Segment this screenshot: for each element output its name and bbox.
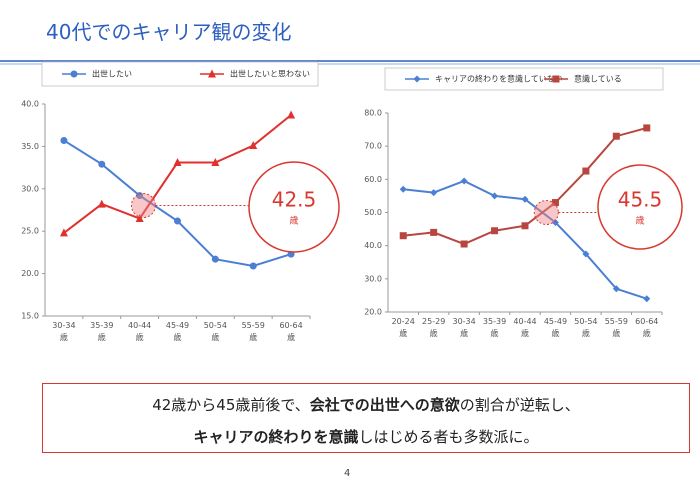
point [287,110,296,119]
point [98,160,106,168]
summary-text: の割合が逆転し、 [459,396,580,414]
x-tick-label: 35-39 歳 [90,321,114,342]
point [135,213,144,222]
y-tick-label: 15.0 [21,312,39,321]
legend-marker [70,70,78,78]
legend-marker [413,75,421,83]
point [59,228,68,237]
callout-value: 42.5 [272,188,317,212]
crossing-marker [130,193,156,219]
summary-text: キャリアの終わりを意識 [193,428,359,446]
y-tick-label: 30.0 [21,184,39,193]
point [211,158,220,167]
y-tick-label: 25.0 [21,227,39,236]
legend-box [384,67,664,91]
callout-circle [248,161,340,253]
point [551,218,559,226]
point [249,141,258,150]
point [582,250,590,258]
point [460,177,468,185]
y-tick-label: 20.0 [21,269,39,278]
summary-line: キャリアの終わりを意識しはじめる者も多数派に。 [43,426,689,448]
point [60,136,68,144]
summary-text: 会社での出世への意欲 [309,396,460,414]
legend-marker [552,75,560,83]
point [136,192,144,200]
x-tick-label: 55-59 歳 [604,317,628,338]
legend-box [41,61,319,87]
y-tick-label: 30.0 [364,274,382,283]
x-tick-label: 60-64 歳 [279,321,303,342]
x-tick-label: 45-49 歳 [543,317,568,338]
legend-label: 出世したい [92,69,132,79]
point [612,285,620,293]
x-tick-label: 45-49 歳 [165,321,190,342]
summary-line: 42歳から45歳前後で、会社での出世への意欲の割合が逆転し、 [43,394,689,416]
legend-label: キャリアの終わりを意識していない [435,74,563,84]
point [399,185,407,193]
point [521,195,529,203]
x-tick-label: 40-44 歳 [128,321,152,342]
point [97,199,106,208]
point [174,217,181,225]
y-tick-label: 40.0 [21,100,39,109]
point [211,255,219,263]
callout-unit: 歳 [635,215,644,227]
point [491,192,499,200]
page-number: 4 [344,468,351,479]
point [643,124,651,132]
x-tick-label: 60-64 歳 [635,317,659,338]
point [582,167,590,175]
x-tick-label: 30-34 歳 [52,321,76,342]
x-tick-label: 40-44 歳 [513,317,537,338]
summary-box: 42歳から45歳前後で、会社での出世への意欲の割合が逆転し、 キャリアの終わりを意… [42,383,690,453]
slide-title: 40代でのキャリア観の変化 [46,20,292,44]
x-tick-label: 50-54 歳 [574,317,598,338]
point [643,295,651,303]
point [460,240,468,248]
callout-circle [597,164,683,250]
y-tick-label: 40.0 [364,241,382,250]
legend-label: 出世したいと思わない [230,69,310,79]
x-tick-label: 20-24 歳 [391,317,415,338]
point [612,132,620,140]
summary-text: 42歳から45歳前後で、 [152,396,310,414]
y-tick-label: 80.0 [364,109,382,118]
point [491,227,499,235]
y-tick-label: 20.0 [364,308,382,317]
legend-marker [208,69,216,78]
callout-unit: 歳 [289,215,298,227]
point [430,228,438,236]
y-tick-label: 35.0 [21,142,39,151]
x-tick-label: 55-59 歳 [241,321,265,342]
x-tick-label: 30-34 歳 [452,317,476,338]
x-tick-label: 50-54 歳 [203,321,227,342]
y-tick-label: 70.0 [364,142,382,151]
point [551,199,559,207]
callout-value: 45.5 [618,188,663,212]
x-tick-label: 25-29 歳 [422,317,446,338]
point [430,189,438,197]
y-tick-label: 60.0 [364,175,382,184]
crossing-marker [533,200,559,225]
point [249,262,257,270]
legend-label: 意識している [574,74,622,84]
x-tick-label: 35-39 歳 [482,317,507,338]
y-tick-label: 50.0 [364,208,382,217]
summary-text: しはじめる者も多数派に。 [358,428,539,446]
point [521,222,529,230]
point [173,158,182,167]
point [399,232,407,240]
